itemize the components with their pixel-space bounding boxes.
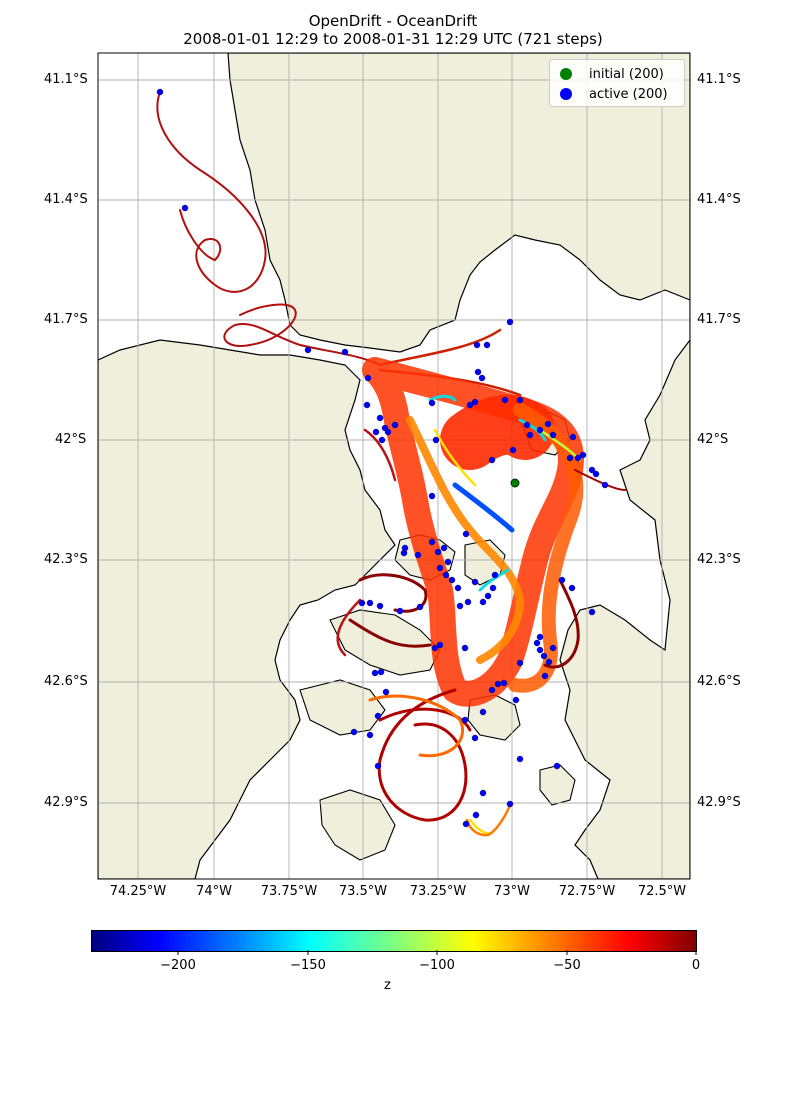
trajectory-central-plume xyxy=(440,394,555,470)
trajectory-inner xyxy=(406,416,524,664)
island-f xyxy=(467,694,521,741)
blue-dot-icon xyxy=(560,88,572,100)
lon-label: 74°W xyxy=(196,884,232,899)
initial-particle xyxy=(510,478,520,488)
lat-label-left: 42.6°S xyxy=(44,674,88,689)
lon-label: 73.75°W xyxy=(260,884,318,899)
map-area xyxy=(98,53,690,879)
lon-label: 72.75°W xyxy=(558,884,616,899)
colorbar-ticks xyxy=(177,950,697,955)
lon-label: 72.5°W xyxy=(637,884,687,899)
lat-label-left: 41.1°S xyxy=(44,72,88,87)
lat-label-left: 42°S xyxy=(55,432,87,447)
map-frame xyxy=(97,52,691,880)
lat-label-right: 41.1°S xyxy=(697,72,741,87)
lon-label: 74.25°W xyxy=(109,884,167,899)
trajectory-blue xyxy=(452,482,515,533)
colorbar-tick-label: −50 xyxy=(553,958,581,973)
colorbar xyxy=(91,930,697,952)
lat-label-left: 42.9°S xyxy=(44,795,88,810)
lat-label-right: 42.9°S xyxy=(697,795,741,810)
trajectory-southeast-dark xyxy=(543,578,580,669)
mainland-land xyxy=(227,53,690,879)
trajectory-south-loop xyxy=(377,688,472,822)
lat-label-right: 41.4°S xyxy=(697,192,741,207)
legend-active-label: active (200) xyxy=(589,86,668,102)
lat-label-right: 42.3°S xyxy=(697,552,741,567)
map-title: OpenDrift - OceanDrift xyxy=(308,12,478,30)
legend-item-initial: initial (200) xyxy=(560,65,664,83)
colorbar-tick-label: −150 xyxy=(290,958,326,973)
legend: initial (200) active (200) xyxy=(549,59,685,107)
trajectory-northwest xyxy=(156,91,381,366)
colorbar-tick-label: 0 xyxy=(691,958,701,973)
island-e xyxy=(319,789,396,861)
green-dot-icon xyxy=(560,68,572,80)
colorbar-tick-label: −100 xyxy=(419,958,455,973)
lat-label-left: 42.3°S xyxy=(44,552,88,567)
map-subtitle: 2008-01-01 12:29 to 2008-01-31 12:29 UTC… xyxy=(183,30,603,48)
grid xyxy=(98,53,690,879)
legend-item-active: active (200) xyxy=(560,85,668,103)
trajectory-southwest-loop xyxy=(368,694,465,758)
lon-label: 73.25°W xyxy=(409,884,467,899)
legend-initial-label: initial (200) xyxy=(589,66,664,82)
trajectories xyxy=(156,91,626,837)
lat-label-left: 41.4°S xyxy=(44,192,88,207)
lat-label-right: 42.6°S xyxy=(697,674,741,689)
trajectory-south-tail xyxy=(465,803,512,837)
lon-label: 73.5°W xyxy=(338,884,388,899)
trajectory-southwest-dark xyxy=(348,573,432,648)
colorbar-label: z xyxy=(384,978,391,993)
trajectory-west-arms xyxy=(336,428,397,657)
lat-label-right: 41.7°S xyxy=(697,312,741,327)
lon-label: 73°W xyxy=(494,884,530,899)
lat-label-left: 41.7°S xyxy=(44,312,88,327)
lat-label-right: 42°S xyxy=(697,432,729,447)
active-particles xyxy=(156,88,609,828)
colorbar-tick-label: −200 xyxy=(160,958,196,973)
